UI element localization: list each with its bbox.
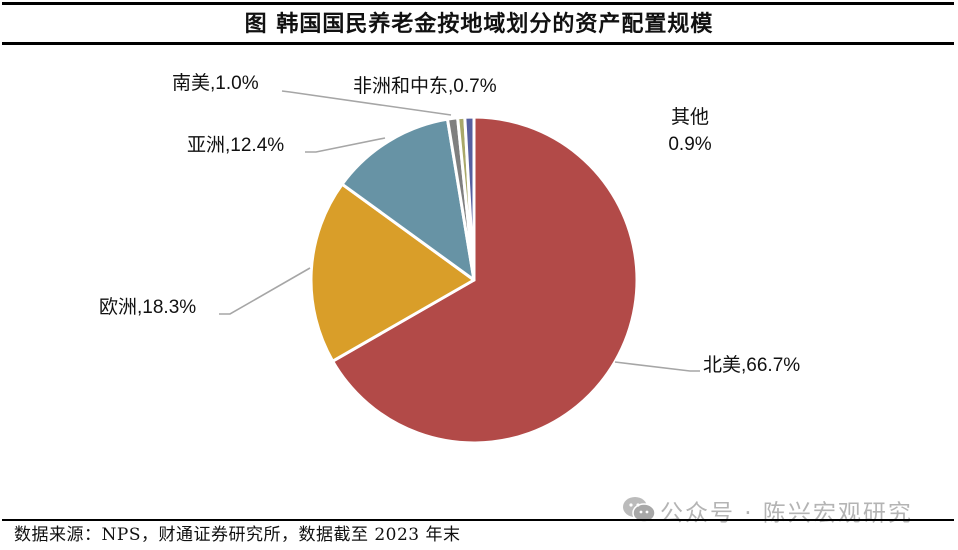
pie-slice-asia [340,117,476,282]
pie-slice-north-america [331,115,639,445]
label-europe: 欧洲,18.3% [99,296,196,318]
label-other-name: 其他 [671,106,709,128]
pie-slice-other [463,115,476,282]
source-note: 数据来源：NPS，财通证券研究所，数据截至 2023 年末 [14,525,461,545]
leader-line-asia [305,137,386,153]
watermark-text: 公众号 · 陈兴宏观研究 [660,500,913,527]
wechat-icon [622,496,656,532]
label-south-america: 南美,1.0% [172,72,259,94]
label-africa-mideast: 非洲和中东,0.7% [353,75,497,97]
leader-lines [219,90,700,372]
pie-slices [309,115,639,445]
chart-title: 图 韩国国民养老金按地域划分的资产配置规模 [244,11,714,37]
top-rule [2,2,954,5]
label-other-value: 0.9% [668,134,711,155]
leader-line-south-america [281,90,452,116]
pie-slice-europe [309,182,476,363]
bottom-rule [2,519,954,521]
title-rule [2,42,954,45]
label-asia: 亚洲,12.4% [187,135,284,156]
leader-line-europe [219,267,311,315]
label-north-america: 北美,66.7% [703,354,800,376]
leader-line-north-america [614,361,700,372]
watermark: 公众号 · 陈兴宏观研究 [622,496,913,532]
